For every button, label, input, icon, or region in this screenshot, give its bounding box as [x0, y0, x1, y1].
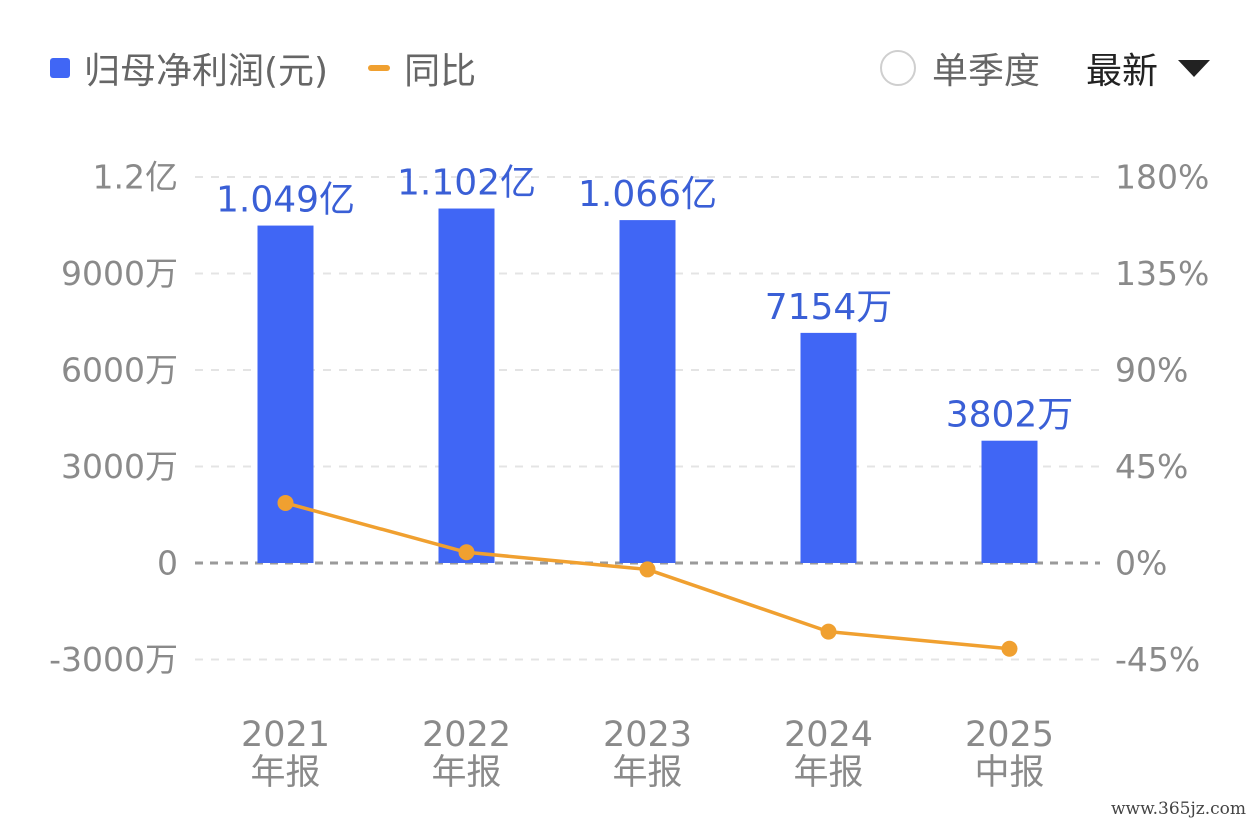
bar	[981, 440, 1038, 563]
x-tick-label-type: 年报	[431, 753, 501, 793]
y-left-tick-label: 3000万	[61, 447, 178, 486]
legend-label-yoy: 同比	[404, 51, 477, 92]
watermark: www.365jz.com	[1111, 799, 1246, 819]
legend-item-net-profit[interactable]: 归母净利润(元)	[50, 42, 328, 94]
y-right-tick-label: 45%	[1115, 447, 1188, 486]
yoy-point	[820, 623, 837, 640]
bar-data-label: 1.049亿	[216, 180, 355, 221]
single-quarter-label[interactable]: 单季度	[931, 51, 1040, 92]
y-right-tick-label: 0%	[1115, 544, 1167, 583]
legend-label-net-profit: 归母净利润(元)	[84, 51, 329, 92]
bar	[619, 220, 676, 563]
chart-legend: 归母净利润(元) 同比	[50, 38, 516, 98]
chevron-down-icon[interactable]	[1178, 59, 1210, 77]
bar	[800, 332, 857, 563]
y-left-tick-label: 9000万	[61, 254, 178, 293]
bar-data-label: 1.102亿	[397, 163, 536, 204]
x-tick-label-year: 2021	[241, 715, 330, 755]
y-right-tick-label: 135%	[1115, 254, 1209, 293]
bar-data-label: 7154万	[765, 287, 893, 328]
period-select-value[interactable]: 最新	[1085, 51, 1158, 92]
x-tick-label-type: 年报	[250, 753, 320, 793]
bar	[438, 208, 495, 564]
x-tick-label-year: 2024	[784, 715, 873, 755]
yoy-point	[1001, 640, 1018, 657]
bar-swatch-icon	[50, 58, 70, 78]
x-tick-label-type: 中报	[974, 753, 1044, 793]
bar-data-label: 3802万	[946, 395, 1074, 436]
yoy-point	[639, 561, 656, 578]
x-tick-label-type: 年报	[793, 753, 863, 793]
x-tick-label-type: 年报	[612, 753, 682, 793]
bar-data-label: 1.066亿	[578, 174, 717, 215]
y-right-tick-label: -45%	[1115, 640, 1200, 679]
x-tick-label-year: 2022	[422, 715, 511, 755]
line-swatch-icon	[368, 65, 391, 71]
y-left-tick-label: 1.2亿	[93, 158, 178, 197]
legend-item-yoy[interactable]: 同比	[368, 42, 476, 94]
y-left-tick-label: 6000万	[61, 351, 178, 390]
single-quarter-radio[interactable]	[879, 50, 916, 86]
bar	[257, 225, 314, 564]
yoy-point	[458, 544, 475, 561]
x-tick-label-year: 2025	[965, 715, 1054, 755]
x-tick-label-year: 2023	[603, 715, 692, 755]
chart-controls: 单季度 最新	[879, 38, 1210, 98]
y-right-tick-label: 180%	[1115, 158, 1209, 197]
y-left-tick-label: -3000万	[49, 640, 178, 679]
yoy-point	[277, 494, 294, 511]
y-right-tick-label: 90%	[1115, 351, 1188, 390]
y-left-tick-label: 0	[157, 544, 178, 583]
